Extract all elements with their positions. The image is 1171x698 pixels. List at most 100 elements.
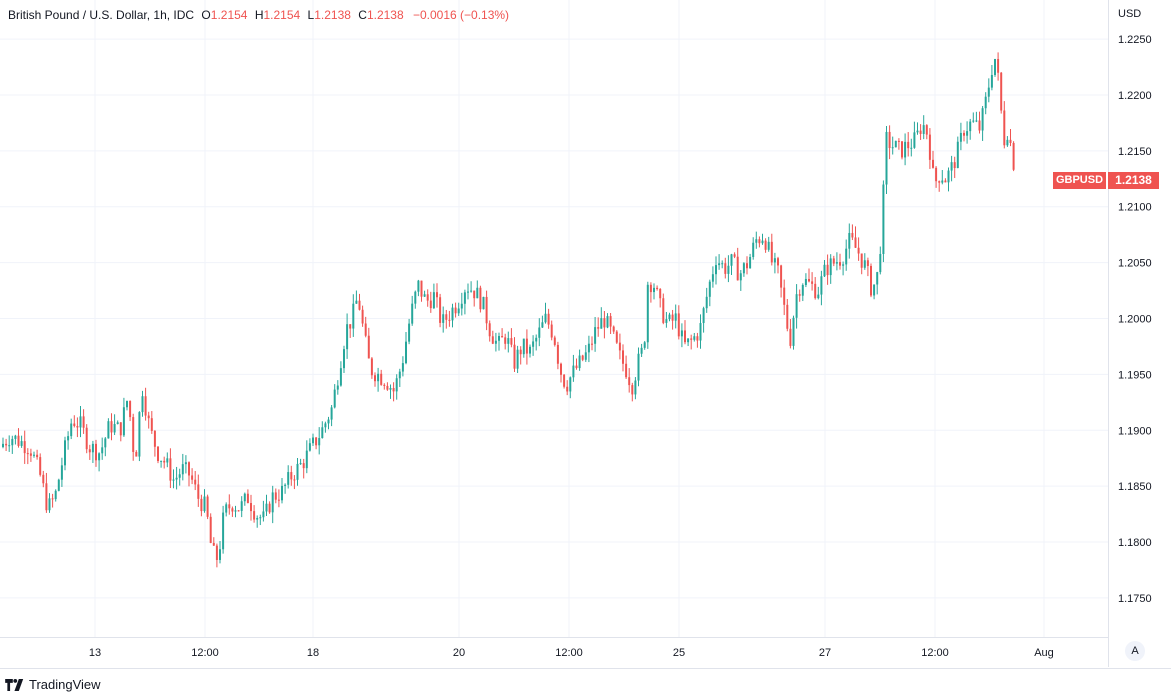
candle-body	[625, 363, 628, 378]
candle-body	[445, 314, 448, 320]
candle-body	[649, 284, 652, 293]
candle-body	[764, 240, 767, 250]
candle-body	[677, 313, 680, 337]
candle-body	[246, 493, 249, 504]
last-price-symbol-tag: GBPUSD	[1053, 172, 1106, 189]
candle-body	[367, 335, 370, 359]
candle-body	[832, 258, 835, 264]
low-label: L	[307, 8, 315, 22]
footer: TradingView	[0, 668, 1171, 698]
candle-body	[848, 232, 851, 249]
candle-body	[978, 120, 981, 131]
candle-body	[101, 447, 104, 454]
candle-body	[569, 377, 572, 392]
candle-body	[91, 443, 94, 453]
candle-body	[401, 363, 404, 372]
candle-body	[535, 337, 538, 342]
candle-body	[749, 257, 752, 269]
symbol-description[interactable]: British Pound / U.S. Dollar, 1h, IDC	[8, 8, 195, 22]
candle-body	[560, 363, 562, 375]
candle-body	[470, 290, 473, 292]
candle-body	[200, 498, 203, 512]
candle-body	[925, 125, 928, 135]
candle-body	[758, 239, 761, 244]
candle-body	[829, 258, 832, 276]
auto-scale-button[interactable]: A	[1125, 641, 1145, 661]
candle-body	[684, 330, 686, 343]
change-value: −0.0016 (−0.13%)	[412, 8, 510, 22]
candle-body	[85, 427, 88, 450]
candle-body	[780, 265, 783, 288]
candle-body	[997, 59, 1000, 73]
candle-body	[860, 253, 863, 268]
high-label: H	[254, 8, 264, 22]
candle-body	[711, 274, 714, 282]
candle-body	[944, 180, 947, 183]
candle-body	[987, 87, 990, 97]
candle-body	[175, 477, 178, 480]
candle-body	[854, 237, 857, 248]
candle-body	[1003, 110, 1006, 146]
candle-body	[730, 254, 733, 266]
candle-body	[5, 443, 8, 446]
candle-body	[736, 256, 739, 281]
candle-body	[752, 242, 755, 258]
candle-body	[494, 340, 497, 344]
candle-body	[870, 265, 872, 296]
y-tick-label: 1.2050	[1118, 258, 1152, 270]
candle-body	[584, 352, 587, 360]
candle-body	[219, 549, 221, 560]
candle-body	[305, 450, 308, 469]
candle-body	[643, 342, 646, 348]
candle-body	[45, 483, 48, 511]
candle-body	[835, 262, 838, 264]
candle-body	[203, 496, 206, 512]
candle-body	[668, 314, 671, 320]
candle-body	[439, 297, 442, 323]
candle-body	[894, 140, 897, 148]
candle-body	[755, 239, 758, 243]
candle-body	[436, 292, 438, 298]
candle-body	[863, 260, 866, 268]
candle-body	[265, 503, 268, 512]
candle-body	[181, 464, 184, 475]
candle-body	[634, 380, 637, 395]
tradingview-icon	[5, 678, 24, 691]
candle-body	[33, 454, 35, 456]
candle-body	[54, 490, 57, 500]
candle-body	[119, 422, 122, 436]
candle-body	[659, 288, 662, 299]
candle-body	[271, 492, 274, 513]
candle-body	[671, 314, 674, 321]
candle-body	[609, 316, 612, 327]
candle-body	[628, 377, 631, 386]
candle-body	[281, 485, 283, 501]
candle-body	[411, 303, 414, 324]
candle-body	[352, 303, 355, 329]
candle-body	[718, 263, 721, 266]
candle-body	[429, 300, 432, 309]
y-tick-label: 1.1800	[1118, 537, 1152, 549]
candle-body	[845, 248, 848, 265]
candle-body	[839, 262, 841, 266]
y-tick-label: 1.1750	[1118, 593, 1152, 605]
candle-body	[420, 280, 423, 297]
y-tick-label: 1.2100	[1118, 202, 1152, 214]
candle-body	[454, 307, 457, 314]
candle-body	[516, 349, 519, 369]
candle-body	[405, 341, 407, 364]
candle-body	[98, 453, 101, 461]
candle-body	[777, 258, 779, 266]
candle-body	[178, 474, 181, 478]
candle-body	[290, 472, 293, 480]
candle-body	[811, 281, 814, 284]
candle-body	[541, 322, 544, 328]
candle-body	[575, 365, 578, 369]
candle-body	[293, 479, 296, 481]
candle-body	[646, 284, 649, 343]
x-tick-label: 25	[673, 647, 685, 659]
candle-body	[157, 446, 159, 461]
tradingview-logo[interactable]: TradingView	[5, 677, 101, 692]
